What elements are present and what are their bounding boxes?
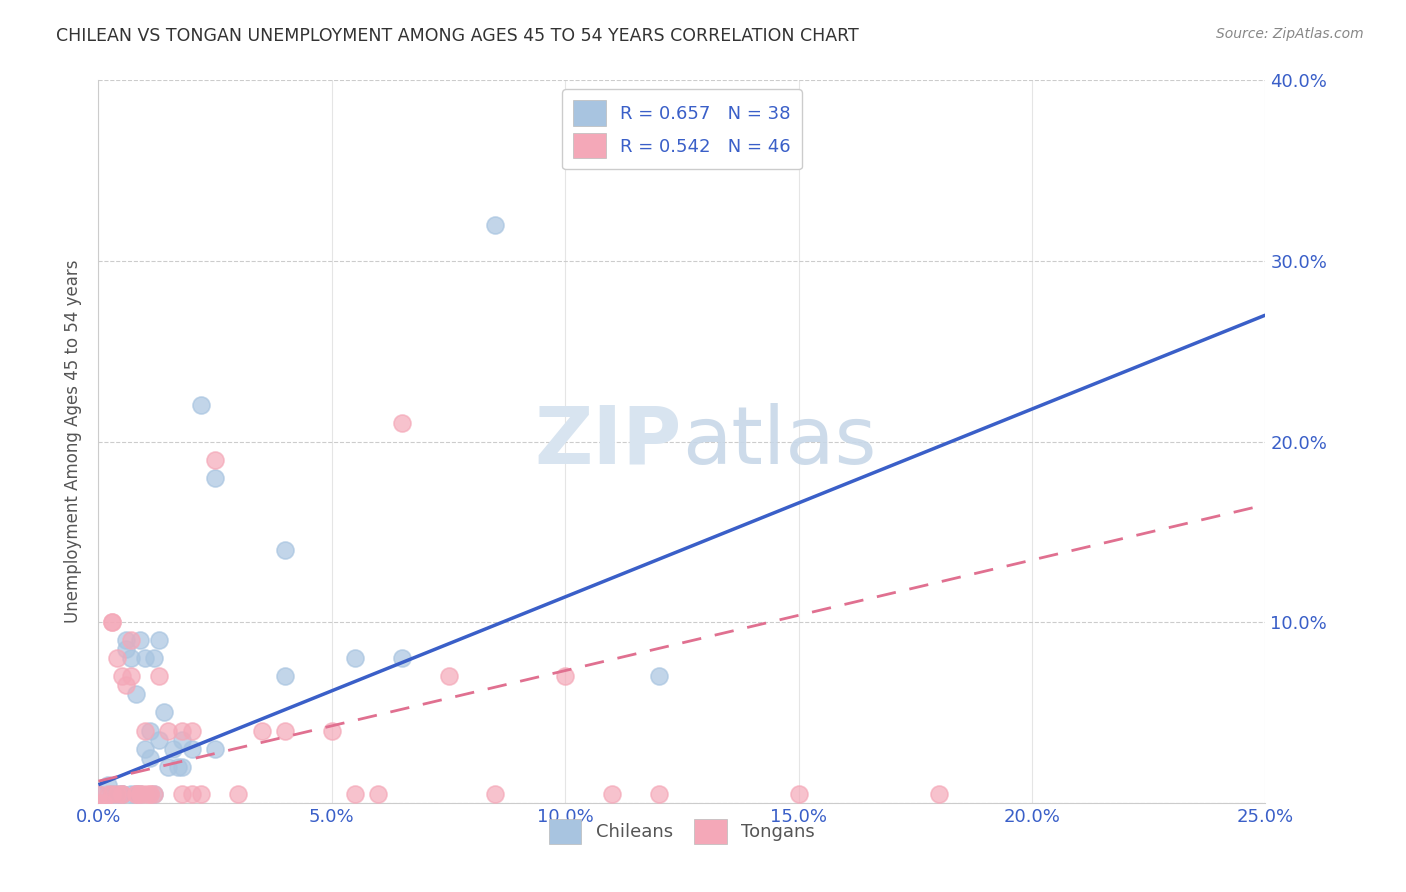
Point [172, 732, 194, 747]
Point [139, 723, 162, 738]
Text: atlas: atlas [682, 402, 876, 481]
Point [204, 471, 226, 485]
Point [180, 741, 202, 756]
Point [274, 542, 297, 557]
Point [115, 633, 138, 648]
Point [115, 642, 138, 657]
Point [134, 651, 156, 665]
Point [101, 787, 124, 801]
Point [190, 787, 212, 801]
Point [105, 787, 128, 801]
Point [101, 615, 124, 630]
Point [120, 669, 142, 683]
Point [125, 787, 148, 801]
Point [157, 760, 180, 774]
Point [148, 633, 170, 648]
Point [647, 669, 669, 683]
Point [97, 787, 120, 801]
Point [204, 452, 226, 467]
Text: Source: ZipAtlas.com: Source: ZipAtlas.com [1216, 27, 1364, 41]
Point [87, 787, 110, 801]
Point [111, 787, 134, 801]
Point [391, 651, 413, 665]
Point [228, 787, 250, 801]
Point [437, 669, 460, 683]
Point [125, 787, 148, 801]
Point [139, 787, 162, 801]
Point [129, 787, 152, 801]
Point [129, 787, 152, 801]
Point [87, 787, 110, 801]
Point [101, 615, 124, 630]
Point [172, 760, 194, 774]
Point [600, 787, 623, 801]
Point [172, 723, 194, 738]
Point [105, 651, 128, 665]
Point [111, 787, 134, 801]
Point [172, 787, 194, 801]
Point [143, 651, 166, 665]
Point [647, 787, 669, 801]
Point [139, 750, 162, 764]
Point [111, 787, 134, 801]
Point [134, 787, 156, 801]
Point [115, 678, 138, 692]
Point [367, 787, 389, 801]
Point [120, 787, 142, 801]
Point [101, 787, 124, 801]
Point [344, 787, 367, 801]
Point [391, 417, 413, 431]
Point [129, 787, 152, 801]
Point [321, 723, 343, 738]
Point [152, 706, 174, 720]
Point [484, 218, 506, 232]
Point [120, 651, 142, 665]
Point [120, 633, 142, 648]
Text: CHILEAN VS TONGAN UNEMPLOYMENT AMONG AGES 45 TO 54 YEARS CORRELATION CHART: CHILEAN VS TONGAN UNEMPLOYMENT AMONG AGE… [56, 27, 859, 45]
Point [204, 741, 226, 756]
Point [344, 651, 367, 665]
Point [190, 398, 212, 412]
Point [87, 796, 110, 810]
Point [162, 741, 184, 756]
Y-axis label: Unemployment Among Ages 45 to 54 years: Unemployment Among Ages 45 to 54 years [65, 260, 83, 624]
Point [111, 787, 134, 801]
Point [105, 787, 128, 801]
Point [274, 669, 297, 683]
Point [554, 669, 576, 683]
Point [484, 787, 506, 801]
Point [928, 787, 950, 801]
Point [134, 741, 156, 756]
Point [148, 669, 170, 683]
Text: ZIP: ZIP [534, 402, 682, 481]
Point [97, 778, 120, 792]
Point [180, 787, 202, 801]
Point [250, 723, 273, 738]
Point [134, 723, 156, 738]
Legend: Chileans, Tongans: Chileans, Tongans [541, 812, 823, 852]
Point [125, 687, 148, 701]
Point [157, 723, 180, 738]
Point [166, 760, 188, 774]
Point [143, 787, 166, 801]
Point [180, 723, 202, 738]
Point [143, 787, 166, 801]
Point [787, 787, 810, 801]
Point [129, 633, 152, 648]
Point [274, 723, 297, 738]
Point [125, 787, 148, 801]
Point [91, 796, 114, 810]
Point [148, 732, 170, 747]
Point [111, 669, 134, 683]
Point [139, 787, 162, 801]
